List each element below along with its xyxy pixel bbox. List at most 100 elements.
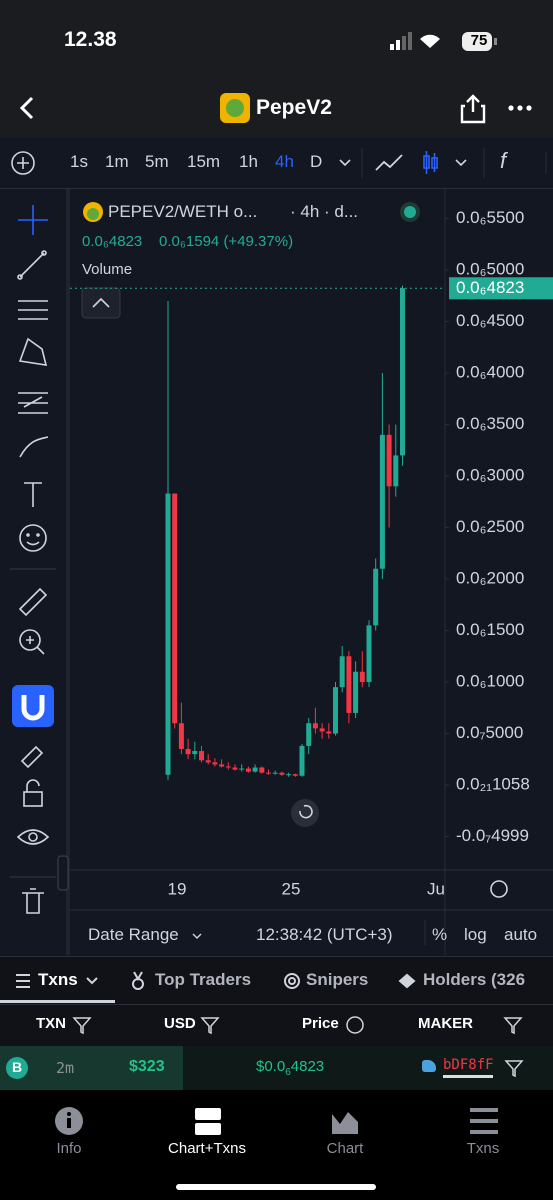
x-tick-label: 25 <box>282 879 301 898</box>
y-tick-label: 0.0₆2000 <box>456 569 524 588</box>
column-header[interactable]: Price <box>302 1015 339 1032</box>
timeframe[interactable]: 1h <box>239 152 258 171</box>
row-bg <box>183 1046 553 1090</box>
date-range[interactable]: Date Range <box>88 925 179 944</box>
price-zeros: 6 <box>285 1067 291 1078</box>
nav-icons[interactable] <box>0 1104 553 1138</box>
candle-body <box>178 723 184 749</box>
column-header[interactable]: TXN <box>36 1015 66 1032</box>
candle-body <box>252 767 258 772</box>
chart-tools[interactable]: f <box>338 148 553 178</box>
add-indicator[interactable] <box>10 150 36 176</box>
nav-item[interactable]: Txns <box>466 1140 500 1157</box>
y-tick-label: 0.0₆2500 <box>456 517 524 536</box>
candle-body <box>299 745 305 776</box>
header-actions[interactable] <box>458 92 538 126</box>
tab[interactable]: Top Traders <box>155 970 252 989</box>
tab-icons <box>16 971 416 990</box>
candle-body <box>353 671 359 713</box>
usd: $323 <box>129 1058 165 1075</box>
y-tick-label: -0.0₇4999 <box>456 826 529 845</box>
row-highlight <box>0 1046 183 1090</box>
y-tick-label: 0.0₇5000 <box>456 723 523 742</box>
y-tick-label: 0.0₆1000 <box>456 672 524 691</box>
candle-body <box>333 687 338 734</box>
x-tick-label: Ju <box>427 879 445 898</box>
y-tick-label: 0.0₆1500 <box>456 620 524 639</box>
back-button[interactable] <box>12 94 42 124</box>
chart-clock: 12:38:42 (UTC+3) <box>256 925 393 944</box>
side: B <box>11 1059 23 1075</box>
candle-body <box>386 434 392 487</box>
candle-body <box>306 723 312 746</box>
symbol: PEPEV2/WETH o... <box>108 202 258 221</box>
candle-body <box>359 671 365 683</box>
candle-body <box>225 766 231 768</box>
y-tick-label: 0.0₆3000 <box>456 466 524 485</box>
candle-body <box>199 751 204 761</box>
candle-body <box>266 772 271 774</box>
timeframe-bar <box>0 138 553 189</box>
candle-body <box>219 764 225 767</box>
price-chart: 0.0₆5500 0.0₆5000 0.0₆4500 0.0₆4000 0.0₆3500… <box>57 189 553 955</box>
y-tick-label: 0.0₆4500 <box>456 311 524 330</box>
y-tick-label: 0.0₆3500 <box>456 414 524 433</box>
candle-body <box>319 728 325 732</box>
timeframe[interactable]: 4h <box>275 152 294 171</box>
candle-body <box>212 762 218 765</box>
candle-body <box>373 568 379 626</box>
candle-body <box>192 751 198 755</box>
filter-maker[interactable] <box>504 1058 524 1078</box>
percent-toggle[interactable]: % <box>432 925 448 944</box>
tab[interactable]: Snipers <box>306 970 369 989</box>
candle-body <box>259 767 265 773</box>
tab-indicator <box>0 1000 115 1003</box>
tab-bar <box>0 956 553 1004</box>
column-header[interactable]: MAKER <box>418 1015 473 1032</box>
timeframe[interactable]: 15m <box>187 152 221 171</box>
log-toggle[interactable]: log <box>464 925 487 944</box>
price-digits: 4823 <box>290 1058 325 1075</box>
last-price: 0.0₆4823 <box>82 233 143 250</box>
candle-body <box>286 774 292 776</box>
timeframe[interactable]: 1m <box>105 152 129 171</box>
home-indicator <box>176 1184 376 1190</box>
timeframe[interactable]: 1s <box>70 152 88 171</box>
tab[interactable]: Holders (326 <box>423 970 526 989</box>
y-tick-label: 0.0₆4000 <box>456 363 524 382</box>
candle-body <box>205 760 211 763</box>
interval: · 4h · d... <box>290 202 359 221</box>
price: $0.064823 <box>256 1058 324 1078</box>
last-price-tag <box>449 277 553 300</box>
header-filters[interactable] <box>0 1004 553 1045</box>
candle-body <box>379 434 385 569</box>
candle-body <box>185 748 191 755</box>
candle-body <box>279 772 285 775</box>
candle-body <box>272 772 278 774</box>
candle-body <box>239 768 245 770</box>
column-header[interactable]: USD <box>164 1015 196 1032</box>
bottom-nav <box>0 1090 553 1200</box>
nav-item[interactable]: Chart <box>326 1140 364 1157</box>
age: 2m <box>56 1059 75 1077</box>
candle-body <box>400 288 405 456</box>
candle-body <box>292 774 298 776</box>
candle-body <box>326 731 332 734</box>
page-title: PepeV2 <box>256 96 332 119</box>
candle-body <box>165 493 171 775</box>
token-icon <box>220 93 250 123</box>
tab[interactable]: Txns <box>38 970 78 989</box>
drawing-tools[interactable] <box>0 189 70 955</box>
auto-toggle[interactable]: auto <box>504 925 538 944</box>
candle-body <box>346 656 352 713</box>
timeframe[interactable]: D <box>310 152 323 171</box>
candle-body <box>339 656 345 688</box>
nav-item[interactable]: Chart+Txns <box>168 1140 246 1157</box>
nav-item[interactable]: Info <box>56 1140 82 1157</box>
battery: 75 <box>470 32 488 49</box>
status-icons <box>390 32 497 51</box>
timeframe[interactable]: 5m <box>145 152 169 171</box>
price-change: 0.0₆1594 (+49.37%) <box>159 233 294 250</box>
maker-bar <box>443 1075 493 1078</box>
maker[interactable]: bDF8fF <box>443 1057 494 1073</box>
